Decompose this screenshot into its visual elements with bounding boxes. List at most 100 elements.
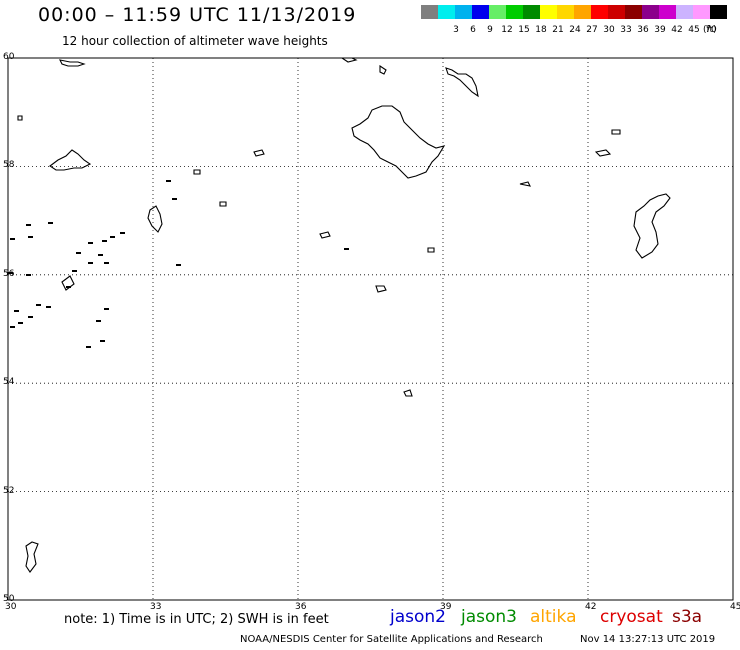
map-subtitle: 12 hour collection of altimeter wave hei… bbox=[62, 34, 328, 48]
legend-swatch bbox=[540, 5, 557, 19]
legend-unit: (ft) bbox=[703, 25, 717, 35]
legend-swatch bbox=[506, 5, 523, 19]
small-lake bbox=[36, 304, 41, 306]
legend-label: 12 bbox=[501, 25, 513, 35]
lake-h bbox=[219, 201, 227, 207]
map-title: 00:00 – 11:59 UTC 11/13/2019 bbox=[38, 4, 357, 26]
legend-label: 21 bbox=[552, 25, 564, 35]
legend-swatch bbox=[693, 5, 710, 19]
satellite-jason3: jason3 bbox=[461, 607, 517, 627]
legend-swatch bbox=[642, 5, 659, 19]
small-lake bbox=[14, 310, 19, 312]
legend-swatch bbox=[489, 5, 506, 19]
small-lake bbox=[76, 252, 81, 254]
lake-g bbox=[193, 169, 201, 175]
legend-label: 42 bbox=[671, 25, 683, 35]
small-lake bbox=[120, 232, 125, 234]
coastline bbox=[17, 57, 671, 573]
legend-swatch bbox=[591, 5, 608, 19]
small-lake bbox=[110, 236, 115, 238]
small-lake bbox=[104, 308, 109, 310]
legend-label: 15 bbox=[518, 25, 530, 35]
longitude-tick-label: 30 bbox=[5, 602, 17, 612]
small-lake bbox=[96, 320, 101, 322]
footer-timestamp: Nov 14 13:27:13 UTC 2019 bbox=[580, 634, 716, 645]
legend-swatch bbox=[710, 5, 727, 19]
latitude-tick-label: 50 bbox=[3, 594, 15, 604]
satellite-s3a: s3a bbox=[672, 607, 703, 627]
legend-swatch bbox=[608, 5, 625, 19]
legend-swatch bbox=[523, 5, 540, 19]
lake-ilmen bbox=[49, 149, 92, 171]
longitude-tick-label: 39 bbox=[440, 602, 452, 612]
small-lakes bbox=[8, 180, 349, 348]
small-lake bbox=[102, 240, 107, 242]
small-lake bbox=[10, 326, 15, 328]
small-lake bbox=[88, 242, 93, 244]
lake-a bbox=[59, 59, 86, 67]
legend-label: 6 bbox=[470, 25, 476, 35]
legend-swatch bbox=[574, 5, 591, 19]
legend-label: 3 bbox=[453, 25, 459, 35]
legend-swatch bbox=[455, 5, 472, 19]
legend-label: 39 bbox=[654, 25, 666, 35]
latitude-tick-label: 60 bbox=[3, 52, 15, 62]
legend-swatch bbox=[557, 5, 574, 19]
legend-swatch bbox=[659, 5, 676, 19]
small-lake bbox=[26, 224, 31, 226]
small-lake bbox=[176, 264, 181, 266]
small-lake bbox=[28, 236, 33, 238]
small-lake bbox=[166, 180, 171, 182]
small-lake bbox=[86, 346, 91, 348]
lake-l bbox=[403, 389, 413, 397]
latitude-tick-label: 54 bbox=[3, 377, 15, 388]
latitude-tick-label: 56 bbox=[3, 268, 15, 279]
legend-label: 45 bbox=[688, 25, 700, 35]
lake-i bbox=[319, 231, 331, 239]
footer-organization: NOAA/NESDIS Center for Satellite Applica… bbox=[240, 634, 543, 645]
small-lake bbox=[100, 340, 105, 342]
small-lake bbox=[18, 322, 23, 324]
satellite-jason2: jason2 bbox=[390, 607, 446, 627]
small-lake bbox=[26, 274, 31, 276]
lake-q bbox=[61, 275, 75, 291]
longitude-tick-label: 42 bbox=[585, 602, 597, 612]
legend-label: 36 bbox=[637, 25, 649, 35]
map-gridlines bbox=[8, 58, 733, 600]
small-lake bbox=[28, 316, 33, 318]
longitude-tick-label: 33 bbox=[150, 602, 162, 612]
legend-swatch bbox=[472, 5, 489, 19]
lake-j bbox=[427, 247, 435, 253]
small-lake bbox=[172, 198, 177, 200]
legend-swatch bbox=[438, 5, 455, 19]
units-note: note: 1) Time is in UTC; 2) SWH is in fe… bbox=[64, 612, 329, 627]
small-lake bbox=[8, 272, 13, 274]
latitude-tick-label: 58 bbox=[3, 160, 15, 171]
legend-label: 33 bbox=[620, 25, 632, 35]
legend-swatch bbox=[421, 5, 438, 19]
longitude-tick-label: 45 bbox=[730, 602, 740, 612]
lake-f bbox=[253, 149, 265, 157]
lake-ladoga bbox=[351, 105, 446, 179]
small-lake bbox=[72, 270, 77, 272]
legend-label: 24 bbox=[569, 25, 581, 35]
small-lake bbox=[48, 222, 53, 224]
lake-onega-arm bbox=[445, 67, 479, 98]
small-lake bbox=[344, 248, 349, 250]
lake-e bbox=[594, 149, 612, 157]
lake-o bbox=[25, 541, 39, 573]
small-lake bbox=[98, 254, 103, 256]
lake-k bbox=[375, 285, 387, 293]
satellite-altika: altika bbox=[530, 607, 577, 627]
small-lake bbox=[46, 306, 51, 308]
lake-b bbox=[379, 64, 387, 75]
legend-swatch bbox=[676, 5, 693, 19]
legend-label: 9 bbox=[487, 25, 493, 35]
rybinsk-lake bbox=[633, 193, 671, 259]
satellite-cryosat: cryosat bbox=[600, 607, 663, 627]
legend-label: 27 bbox=[586, 25, 598, 35]
legend-label: 30 bbox=[603, 25, 615, 35]
lake-m bbox=[147, 205, 163, 233]
legend-label: 70 bbox=[705, 25, 717, 35]
